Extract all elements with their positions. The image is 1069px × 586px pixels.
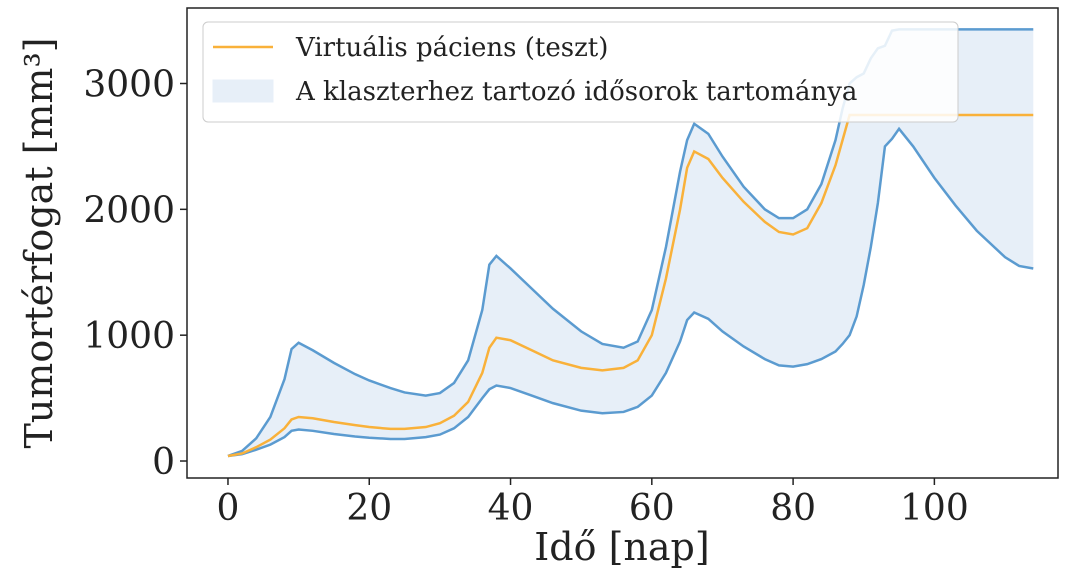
y-tick-label: 2000	[83, 190, 175, 231]
legend-patch	[212, 79, 274, 103]
y-tick-label: 3000	[83, 65, 175, 106]
x-tick-label: 40	[488, 488, 534, 529]
band-edge	[227, 126, 1034, 458]
y-tick-label: 0	[152, 442, 175, 483]
legend-box	[202, 21, 959, 123]
x-tick-label: 80	[770, 488, 816, 529]
band-area	[227, 29, 1034, 456]
legend-label: A klaszterhez tartozó idősorok tartomány…	[295, 77, 857, 107]
x-tick-label: 0	[217, 488, 240, 529]
x-tick-label: 20	[346, 488, 392, 529]
plot-frame	[186, 7, 1059, 479]
y-axis-label: Tumortérfogat [mm³]	[17, 37, 61, 448]
x-tick-label: 60	[629, 488, 675, 529]
x-tick-label: 100	[900, 488, 969, 529]
x-axis-label: Idő [nap]	[534, 525, 709, 569]
y-tick-label: 1000	[83, 316, 175, 357]
legend-label: Virtuális páciens (teszt)	[295, 33, 608, 63]
